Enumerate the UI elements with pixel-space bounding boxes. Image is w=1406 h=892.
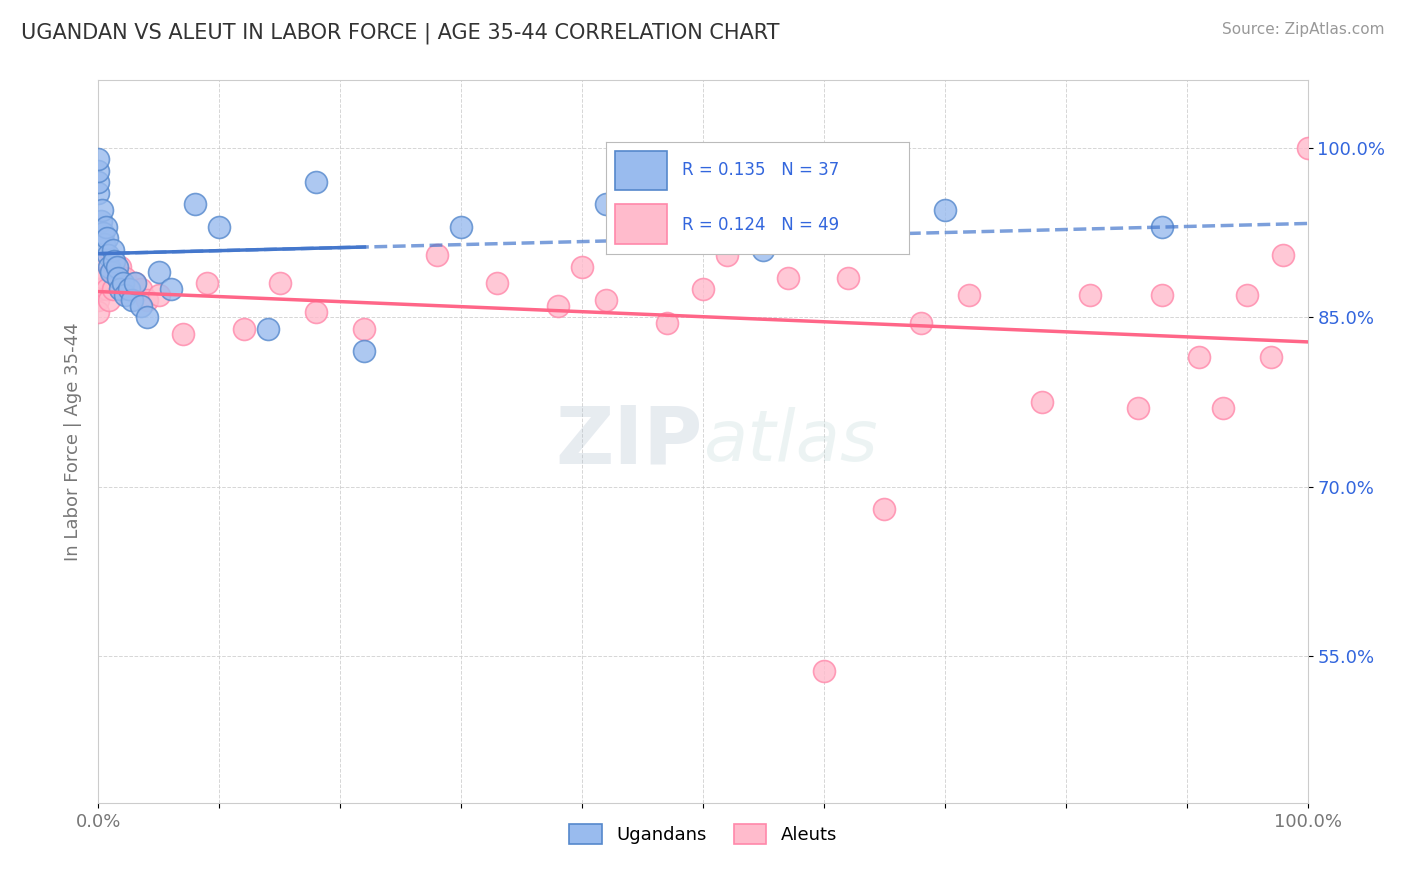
Point <box>94 220 117 235</box>
Point <box>1272 248 1295 262</box>
Point <box>1260 350 1282 364</box>
Point <box>595 197 617 211</box>
Point <box>486 277 509 291</box>
Y-axis label: In Labor Force | Age 35-44: In Labor Force | Age 35-44 <box>63 322 82 561</box>
Point <box>93 237 115 252</box>
Point <box>98 293 121 308</box>
Point <box>91 203 114 218</box>
Point <box>450 220 472 235</box>
Point <box>305 175 328 189</box>
Point <box>353 344 375 359</box>
Point <box>160 282 183 296</box>
Point <box>776 270 799 285</box>
Point <box>1188 350 1211 364</box>
Point <box>108 260 131 274</box>
Point <box>1236 287 1258 301</box>
Point <box>135 310 157 325</box>
Point <box>208 220 231 235</box>
Point <box>96 282 118 296</box>
Point <box>118 282 141 296</box>
Point <box>129 299 152 313</box>
Point <box>873 502 896 516</box>
Point <box>114 287 136 301</box>
Point <box>107 270 129 285</box>
Point <box>100 265 122 279</box>
Point <box>105 260 128 274</box>
Point <box>1152 220 1174 235</box>
Point <box>655 316 678 330</box>
Point <box>1296 141 1319 155</box>
Point <box>91 282 114 296</box>
Point <box>90 214 112 228</box>
Point <box>124 277 146 291</box>
Point <box>98 260 121 274</box>
Point <box>101 282 124 296</box>
Point <box>87 186 110 201</box>
Point <box>91 226 114 240</box>
Point <box>426 248 449 262</box>
Text: UGANDAN VS ALEUT IN LABOR FORCE | AGE 35-44 CORRELATION CHART: UGANDAN VS ALEUT IN LABOR FORCE | AGE 35… <box>21 22 779 44</box>
Point <box>148 265 170 279</box>
Point <box>1152 287 1174 301</box>
Point <box>101 243 124 257</box>
Point <box>87 282 110 296</box>
Point <box>1078 287 1101 301</box>
Point <box>692 282 714 296</box>
Point <box>571 260 593 274</box>
Point <box>1128 401 1150 415</box>
Point <box>87 153 110 167</box>
Point <box>93 270 115 285</box>
Point <box>87 304 110 318</box>
Point <box>934 203 956 218</box>
Point <box>108 282 131 296</box>
Point <box>87 175 110 189</box>
Point <box>195 277 218 291</box>
Point <box>118 282 141 296</box>
Legend: Ugandans, Aleuts: Ugandans, Aleuts <box>562 817 844 852</box>
Point <box>124 277 146 291</box>
Point <box>1212 401 1234 415</box>
Text: ZIP: ZIP <box>555 402 703 481</box>
Point <box>148 287 170 301</box>
Text: atlas: atlas <box>703 407 877 476</box>
Point <box>957 287 980 301</box>
Point <box>96 231 118 245</box>
Point <box>269 277 291 291</box>
Point <box>87 163 110 178</box>
Point <box>87 260 110 274</box>
Point <box>1031 395 1053 409</box>
Point <box>114 270 136 285</box>
Point <box>813 664 835 678</box>
Point <box>716 248 738 262</box>
Point <box>910 316 932 330</box>
Point <box>752 243 775 257</box>
Point <box>111 277 134 291</box>
Point <box>837 270 859 285</box>
Point <box>121 293 143 308</box>
Point <box>129 282 152 296</box>
Point <box>547 299 569 313</box>
Point <box>107 270 129 285</box>
Point <box>172 327 194 342</box>
Point <box>595 293 617 308</box>
Point <box>256 321 278 335</box>
Point <box>87 270 110 285</box>
Point <box>104 260 127 274</box>
Point <box>87 293 110 308</box>
Point <box>353 321 375 335</box>
Point <box>305 304 328 318</box>
Text: Source: ZipAtlas.com: Source: ZipAtlas.com <box>1222 22 1385 37</box>
Point <box>97 248 120 262</box>
Point <box>103 253 125 268</box>
Point <box>135 293 157 308</box>
Point <box>184 197 207 211</box>
Point <box>232 321 254 335</box>
